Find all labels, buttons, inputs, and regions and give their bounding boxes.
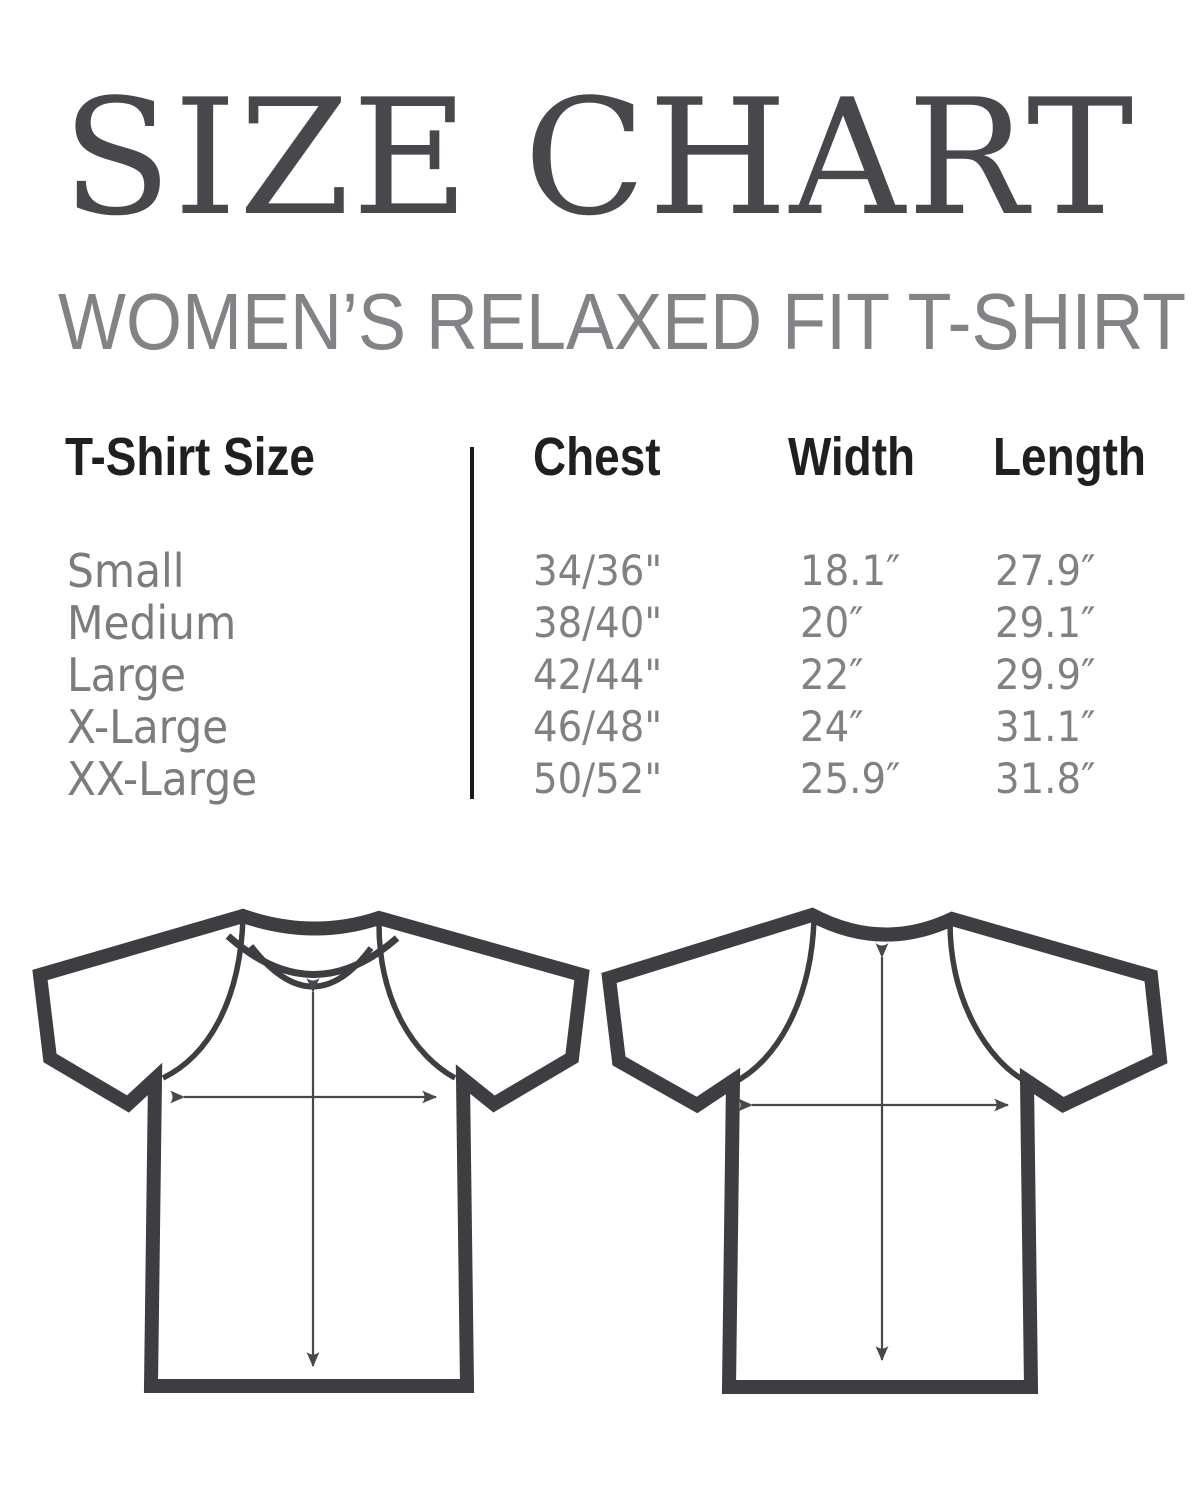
table-row: Medium 38/40" 20″ 29.1″ (0, 597, 1200, 649)
back-right-sleeve-seam (947, 921, 1027, 1084)
tshirt-front-icon (32, 908, 590, 1393)
tshirt-diagrams (32, 907, 1168, 1394)
width-value: 22″ (800, 650, 864, 699)
table-row: Large 42/44" 22″ 29.9″ (0, 649, 1200, 701)
chest-value: 34/36" (533, 546, 663, 595)
size-label: Small (67, 544, 185, 598)
tshirt-back-outline (601, 907, 1168, 1394)
table-row: XX-Large 50/52" 25.9″ 31.8″ (0, 753, 1200, 805)
length-value: 29.1″ (995, 598, 1096, 647)
size-table: T-Shirt Size Chest Width Length Small 34… (0, 420, 1200, 820)
size-label: XX-Large (67, 752, 258, 806)
back-left-sleeve-seam (731, 919, 817, 1086)
width-value: 18.1″ (800, 546, 901, 595)
length-value: 29.9″ (995, 650, 1096, 699)
size-label: X-Large (67, 700, 229, 754)
chest-value: 50/52" (533, 754, 663, 803)
column-header-chest: Chest (533, 427, 661, 487)
collar-outer-arc (225, 933, 400, 978)
width-value: 25.9″ (800, 754, 901, 803)
length-value: 31.8″ (995, 754, 1096, 803)
column-header-length: Length (993, 427, 1146, 487)
width-value: 24″ (800, 702, 864, 751)
size-label: Large (67, 648, 187, 702)
table-row: X-Large 46/48" 24″ 31.1″ (0, 701, 1200, 753)
table-row: Small 34/36" 18.1″ 27.9″ (0, 545, 1200, 597)
table-divider (470, 447, 474, 799)
chest-value: 38/40" (533, 598, 663, 647)
column-header-width: Width (788, 427, 916, 487)
tshirt-back-icon (601, 907, 1168, 1394)
page-subtitle: WOMEN’S RELAXED FIT T-SHIRT (58, 277, 1187, 366)
chest-value: 46/48" (533, 702, 663, 751)
chest-value: 42/44" (533, 650, 663, 699)
size-label: Medium (67, 596, 237, 650)
page-title: SIZE CHART (62, 64, 1136, 251)
length-value: 27.9″ (995, 546, 1096, 595)
column-header-size: T-Shirt Size (65, 427, 315, 487)
width-value: 20″ (800, 598, 864, 647)
length-value: 31.1″ (995, 702, 1096, 751)
